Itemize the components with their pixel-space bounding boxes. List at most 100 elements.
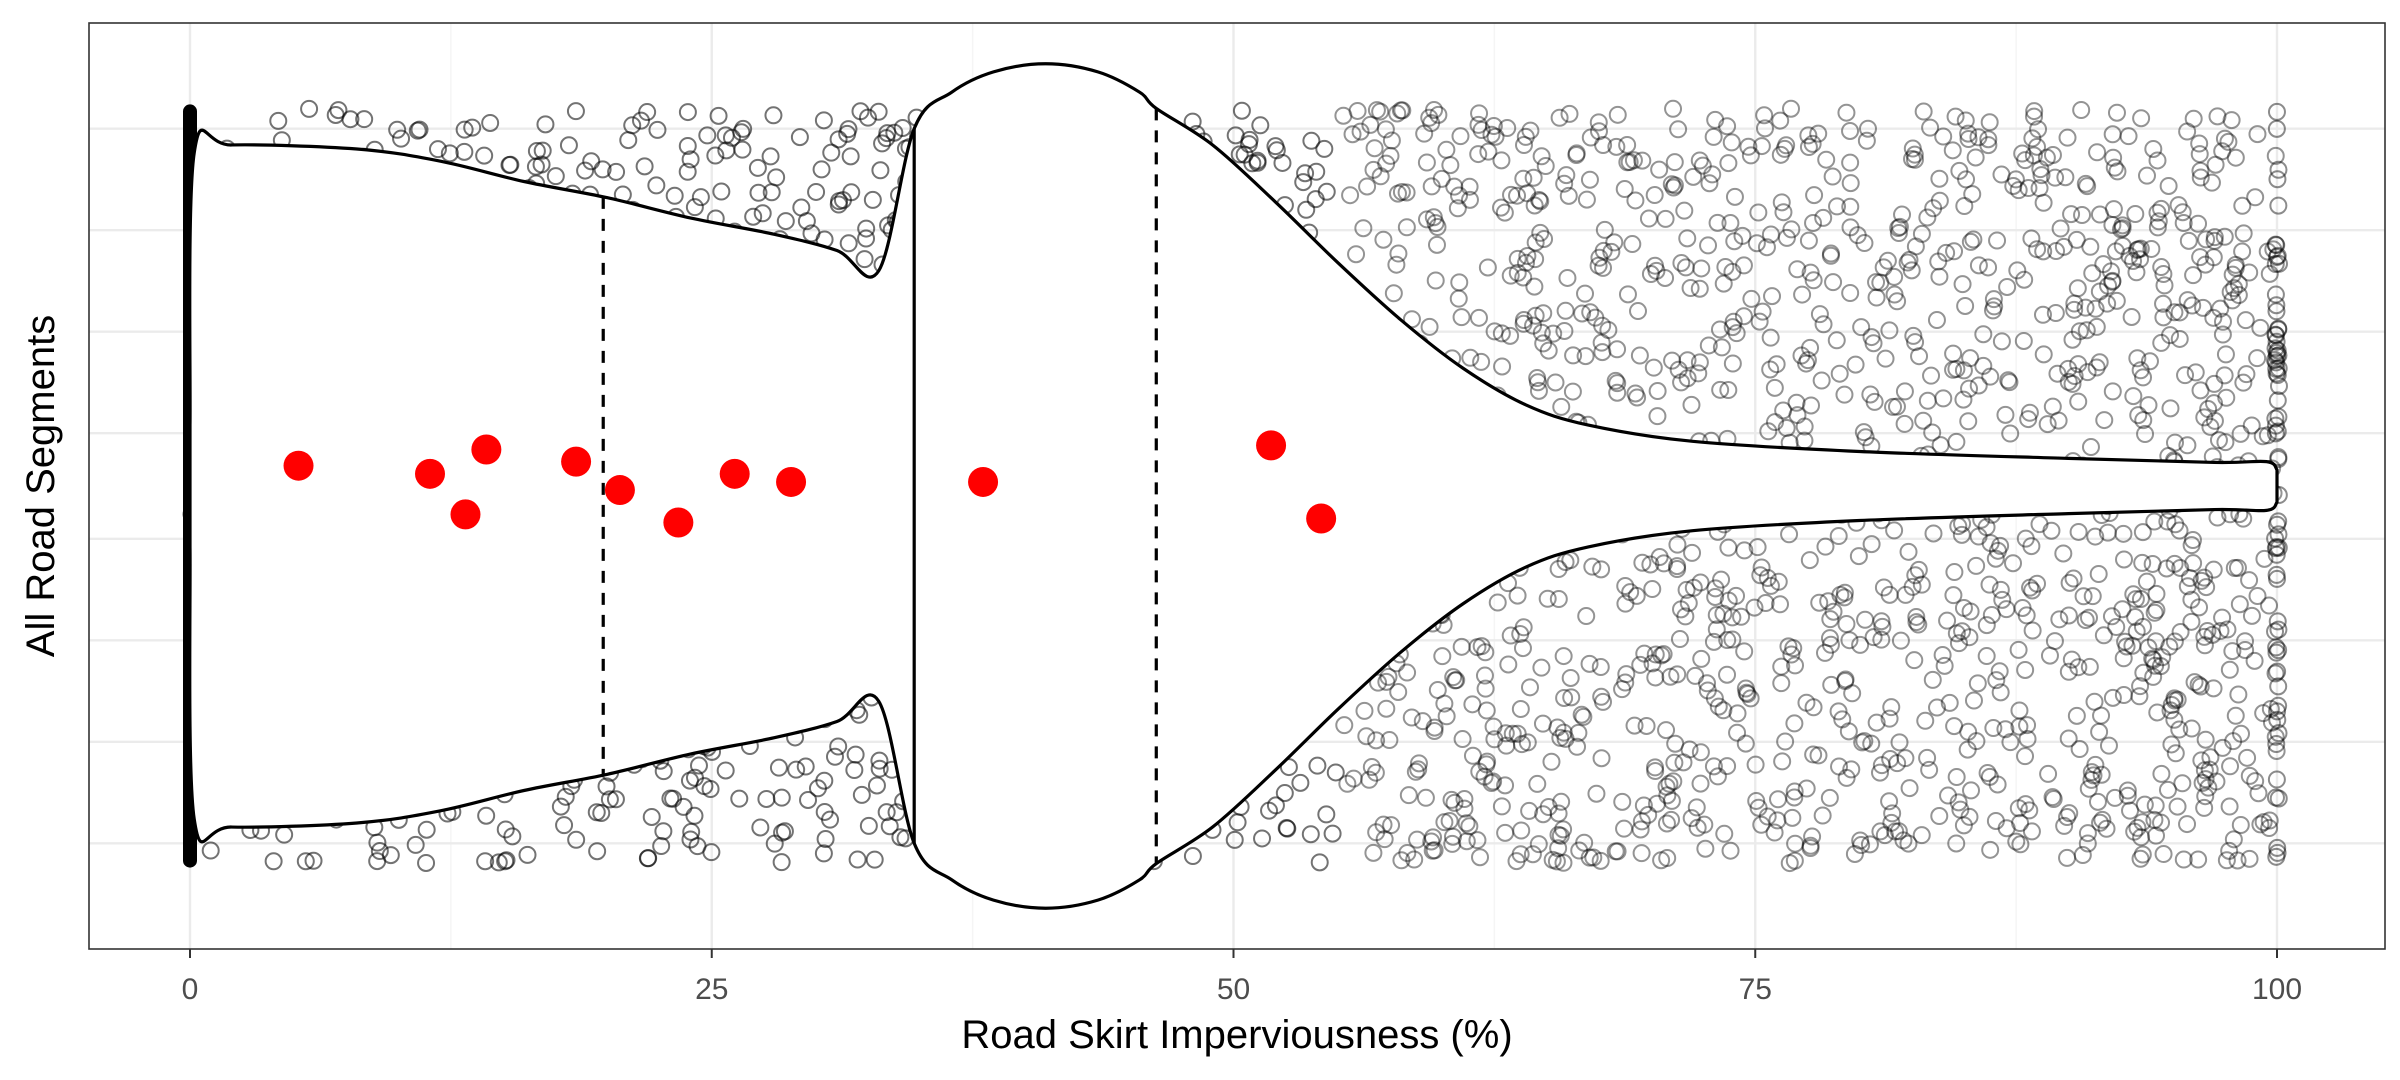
data-point bbox=[1398, 844, 1417, 863]
data-point bbox=[1508, 263, 1527, 282]
data-point bbox=[846, 745, 865, 764]
data-point bbox=[2090, 353, 2109, 372]
data-point bbox=[772, 853, 791, 872]
data-point bbox=[1684, 578, 1703, 597]
data-point bbox=[1365, 139, 1384, 158]
data-point bbox=[1366, 763, 1385, 782]
data-point bbox=[1797, 354, 1816, 373]
data-point bbox=[1749, 203, 1768, 222]
data-point bbox=[1704, 632, 1723, 651]
data-point bbox=[2147, 826, 2166, 845]
data-point bbox=[1953, 275, 1972, 294]
data-point bbox=[807, 182, 826, 201]
data-point bbox=[1488, 593, 1507, 612]
data-point bbox=[582, 152, 601, 171]
data-point bbox=[1810, 593, 1829, 612]
data-point bbox=[1969, 527, 1988, 546]
data-point bbox=[1861, 385, 1880, 404]
data-point bbox=[2152, 258, 2171, 277]
data-point bbox=[1623, 235, 1642, 254]
data-point bbox=[1389, 682, 1408, 701]
data-point bbox=[1957, 170, 1976, 189]
data-point bbox=[1780, 854, 1799, 873]
data-point bbox=[2126, 590, 2145, 609]
data-point bbox=[1432, 169, 1451, 188]
data-point bbox=[1477, 701, 1496, 720]
data-point bbox=[1526, 233, 1545, 252]
data-point bbox=[1943, 141, 1962, 160]
data-point bbox=[2136, 425, 2155, 444]
data-point bbox=[2161, 399, 2180, 418]
data-point bbox=[1608, 383, 1627, 402]
data-point bbox=[1894, 831, 1913, 850]
data-point bbox=[2213, 325, 2232, 344]
data-point bbox=[1969, 128, 1988, 147]
data-point bbox=[1691, 774, 1710, 793]
data-point bbox=[1514, 314, 1533, 333]
data-point bbox=[1520, 801, 1539, 820]
data-point bbox=[1749, 798, 1768, 817]
data-point bbox=[1302, 131, 1321, 150]
data-point bbox=[2228, 851, 2247, 870]
data-point bbox=[1961, 602, 1980, 621]
data-point bbox=[2029, 120, 2048, 139]
data-point bbox=[1589, 256, 1608, 275]
data-point bbox=[1531, 192, 1550, 211]
data-point bbox=[2191, 677, 2210, 696]
data-point bbox=[2117, 637, 2136, 656]
data-point bbox=[1443, 834, 1462, 853]
data-point bbox=[2058, 128, 2077, 147]
data-point bbox=[2224, 732, 2243, 751]
data-point bbox=[1646, 645, 1665, 664]
data-point bbox=[2148, 203, 2167, 222]
data-point bbox=[855, 250, 874, 269]
highlight-point bbox=[471, 434, 502, 465]
data-point bbox=[1801, 263, 1820, 282]
data-point bbox=[1348, 101, 1367, 120]
data-point bbox=[2157, 559, 2176, 578]
data-point bbox=[1576, 347, 1595, 366]
data-point bbox=[1841, 284, 1860, 303]
data-point bbox=[2127, 241, 2146, 260]
data-point bbox=[1577, 190, 1596, 209]
data-point bbox=[2166, 744, 2185, 763]
data-point bbox=[2004, 554, 2023, 573]
data-point bbox=[1836, 670, 1855, 689]
data-point bbox=[1707, 620, 1726, 639]
data-point bbox=[2267, 565, 2286, 584]
data-point bbox=[1799, 138, 1818, 157]
data-point bbox=[1364, 843, 1383, 862]
data-point bbox=[2173, 774, 2192, 793]
data-point bbox=[2014, 331, 2033, 350]
data-point bbox=[1909, 560, 1928, 579]
data-point bbox=[2253, 427, 2272, 446]
data-point bbox=[1912, 575, 1931, 594]
data-point bbox=[2266, 529, 2285, 548]
data-point bbox=[1392, 851, 1411, 870]
data-point bbox=[2115, 550, 2134, 569]
data-point bbox=[1978, 763, 1997, 782]
data-point bbox=[2267, 353, 2286, 372]
data-point bbox=[1699, 236, 1718, 255]
data-point bbox=[1376, 120, 1395, 139]
data-point bbox=[2228, 558, 2247, 577]
data-point bbox=[1698, 681, 1717, 700]
data-point bbox=[2267, 847, 2286, 866]
data-point bbox=[1799, 126, 1818, 145]
data-point bbox=[1797, 693, 1816, 712]
data-point bbox=[567, 830, 586, 849]
data-point bbox=[1988, 541, 2007, 560]
data-point bbox=[1776, 732, 1795, 751]
data-point bbox=[2019, 179, 2038, 198]
data-point bbox=[2176, 366, 2195, 385]
data-point bbox=[2267, 302, 2286, 321]
data-point bbox=[1531, 223, 1550, 242]
data-point bbox=[381, 846, 400, 865]
data-point bbox=[1492, 324, 1511, 343]
data-point bbox=[1690, 151, 1709, 170]
data-point bbox=[1669, 120, 1688, 139]
data-point bbox=[1977, 647, 1996, 666]
data-point bbox=[2178, 815, 2197, 834]
data-point bbox=[1618, 153, 1637, 172]
